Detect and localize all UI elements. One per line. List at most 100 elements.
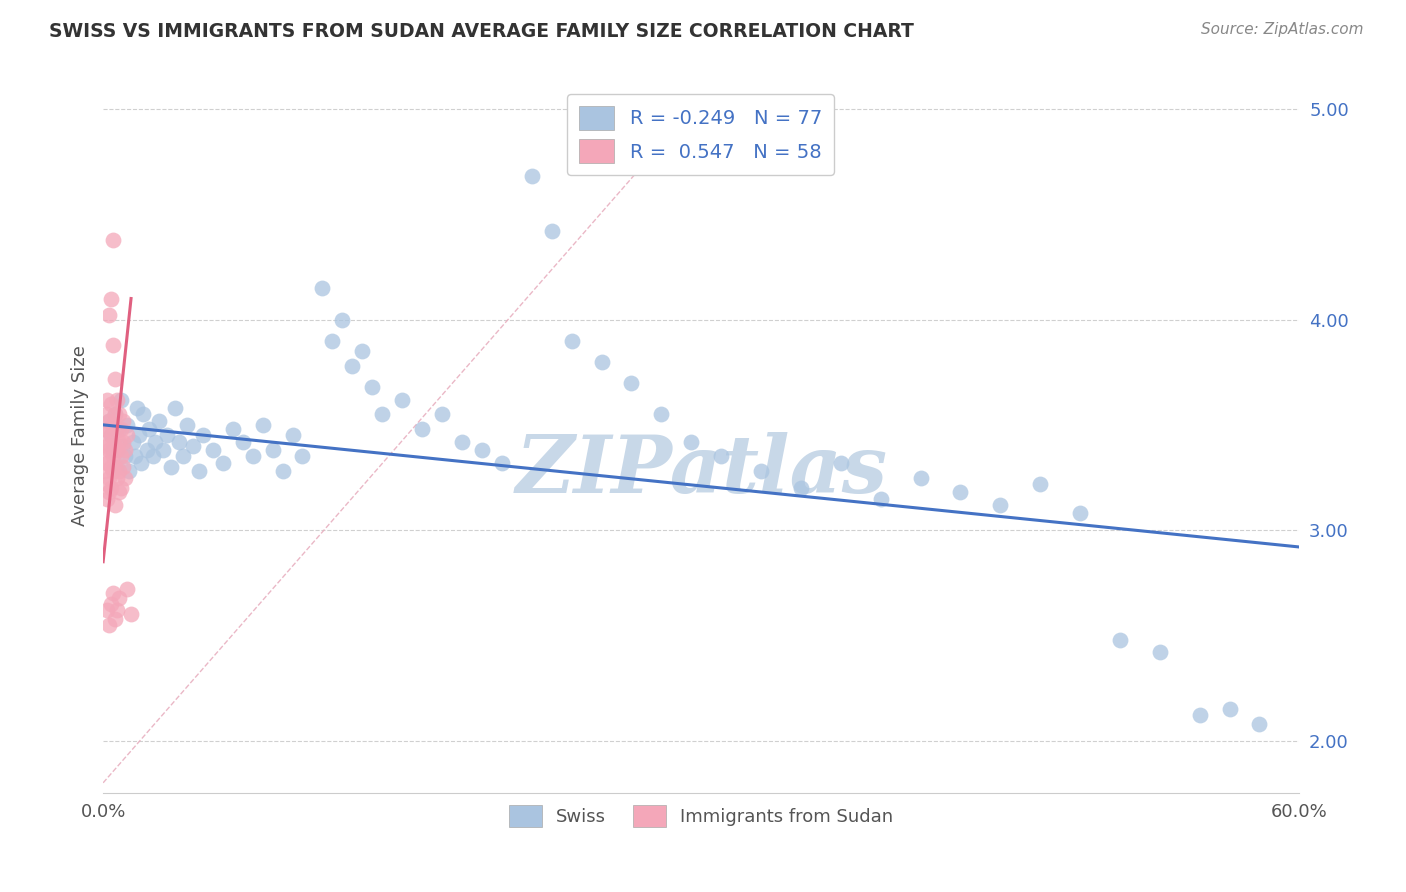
Point — [96, 456, 118, 470]
Point — [138, 422, 160, 436]
Text: SWISS VS IMMIGRANTS FROM SUDAN AVERAGE FAMILY SIZE CORRELATION CHART: SWISS VS IMMIGRANTS FROM SUDAN AVERAGE F… — [49, 22, 914, 41]
Point — [411, 422, 433, 436]
Point — [112, 414, 135, 428]
Point — [105, 460, 128, 475]
Point — [101, 586, 124, 600]
Point — [104, 611, 127, 625]
Point — [1188, 708, 1211, 723]
Point — [94, 450, 117, 464]
Point — [156, 428, 179, 442]
Point — [105, 470, 128, 484]
Point — [391, 392, 413, 407]
Point — [100, 428, 122, 442]
Point — [101, 443, 124, 458]
Point — [211, 456, 233, 470]
Point — [281, 428, 304, 442]
Point — [591, 354, 613, 368]
Point — [104, 371, 127, 385]
Point — [830, 456, 852, 470]
Point — [96, 408, 118, 422]
Point — [561, 334, 583, 348]
Point — [1069, 506, 1091, 520]
Point — [1249, 717, 1271, 731]
Point — [191, 428, 214, 442]
Point — [100, 428, 122, 442]
Point — [790, 481, 813, 495]
Point — [114, 450, 136, 464]
Point — [176, 417, 198, 432]
Point — [124, 450, 146, 464]
Point — [160, 460, 183, 475]
Point — [1029, 476, 1052, 491]
Point — [104, 408, 127, 422]
Point — [910, 470, 932, 484]
Point — [108, 422, 131, 436]
Point — [114, 470, 136, 484]
Y-axis label: Average Family Size: Average Family Size — [72, 345, 89, 525]
Point — [332, 312, 354, 326]
Point — [710, 450, 733, 464]
Point — [122, 434, 145, 449]
Point — [100, 460, 122, 475]
Point — [98, 443, 121, 458]
Point — [100, 597, 122, 611]
Point — [949, 485, 972, 500]
Point — [115, 428, 138, 442]
Point — [112, 439, 135, 453]
Point — [98, 470, 121, 484]
Point — [361, 380, 384, 394]
Point — [105, 603, 128, 617]
Point — [988, 498, 1011, 512]
Text: Source: ZipAtlas.com: Source: ZipAtlas.com — [1201, 22, 1364, 37]
Point — [104, 498, 127, 512]
Point — [104, 408, 127, 422]
Point — [540, 224, 562, 238]
Point — [136, 443, 159, 458]
Point — [94, 464, 117, 478]
Point — [112, 460, 135, 475]
Point — [101, 338, 124, 352]
Point — [96, 603, 118, 617]
Point — [869, 491, 891, 506]
Point — [1149, 645, 1171, 659]
Point — [108, 434, 131, 449]
Point — [96, 439, 118, 453]
Point — [112, 434, 135, 449]
Point — [1219, 702, 1241, 716]
Point — [491, 456, 513, 470]
Point — [430, 408, 453, 422]
Point — [101, 450, 124, 464]
Point — [104, 439, 127, 453]
Point — [262, 443, 284, 458]
Point — [311, 281, 333, 295]
Point — [172, 450, 194, 464]
Point — [321, 334, 343, 348]
Point — [105, 443, 128, 458]
Point — [108, 464, 131, 478]
Point — [128, 428, 150, 442]
Point — [101, 464, 124, 478]
Point — [242, 450, 264, 464]
Point — [271, 464, 294, 478]
Point — [352, 344, 374, 359]
Point — [115, 417, 138, 432]
Point — [681, 434, 703, 449]
Point — [101, 233, 124, 247]
Point — [120, 607, 142, 622]
Point — [98, 422, 121, 436]
Point — [98, 618, 121, 632]
Point — [98, 309, 121, 323]
Point — [371, 408, 394, 422]
Point — [129, 456, 152, 470]
Point — [650, 408, 672, 422]
Point — [152, 443, 174, 458]
Point — [96, 476, 118, 491]
Point — [98, 414, 121, 428]
Point — [471, 443, 494, 458]
Point — [101, 434, 124, 449]
Point — [98, 485, 121, 500]
Point — [101, 417, 124, 432]
Point — [222, 422, 245, 436]
Point — [100, 397, 122, 411]
Point — [520, 169, 543, 184]
